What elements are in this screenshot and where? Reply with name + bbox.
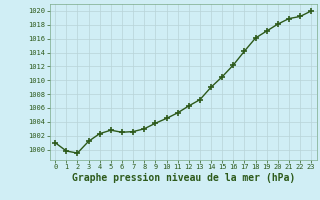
X-axis label: Graphe pression niveau de la mer (hPa): Graphe pression niveau de la mer (hPa) [72,173,295,183]
